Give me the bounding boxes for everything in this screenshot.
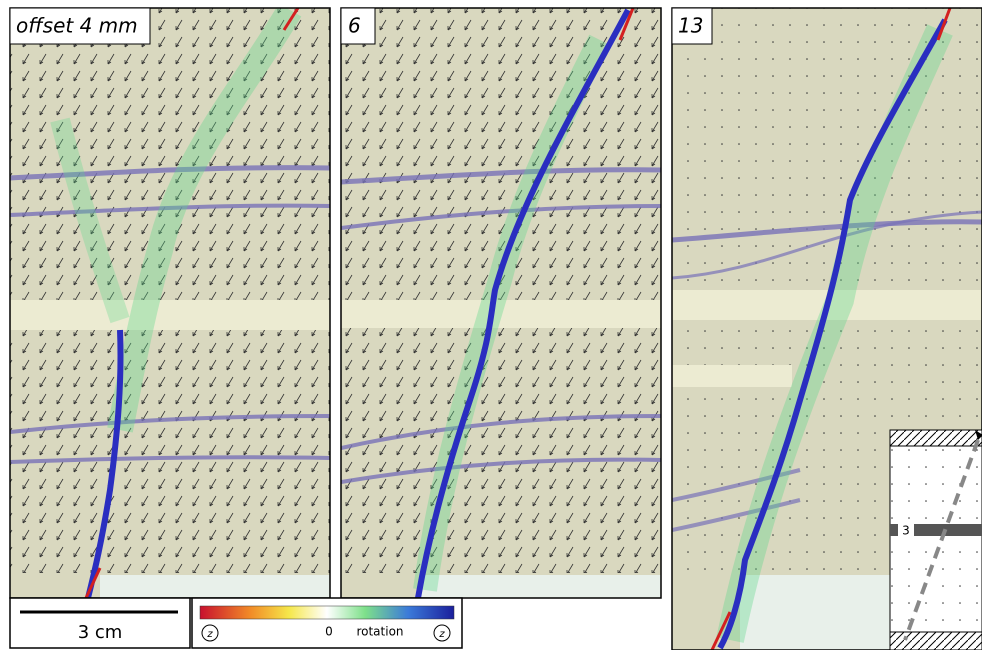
- inset-label: 3: [902, 524, 910, 538]
- panel-label: offset 4 mm: [16, 14, 138, 38]
- scale-label: 3 cm: [78, 622, 123, 643]
- rotation-symbol: z: [206, 629, 213, 640]
- panel-label: 13: [678, 14, 703, 38]
- rotation-symbol: z: [438, 629, 445, 640]
- figure: offset 4 mm 6 13 3 3 cm z 0 rotation z: [0, 0, 982, 650]
- panel: [341, 8, 661, 600]
- panel-label: 6: [348, 14, 361, 38]
- colorbar-zero: 0: [325, 625, 333, 639]
- panel: [10, 8, 330, 600]
- colorbar-title: rotation: [356, 625, 403, 639]
- inset: 3: [890, 430, 982, 650]
